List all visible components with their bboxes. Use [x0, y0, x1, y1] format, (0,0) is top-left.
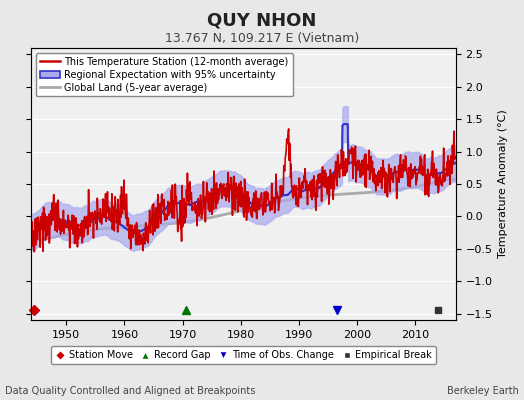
Text: Berkeley Earth: Berkeley Earth	[447, 386, 519, 396]
Y-axis label: Temperature Anomaly (°C): Temperature Anomaly (°C)	[498, 110, 508, 258]
Text: 13.767 N, 109.217 E (Vietnam): 13.767 N, 109.217 E (Vietnam)	[165, 32, 359, 45]
Text: QUY NHON: QUY NHON	[208, 12, 316, 30]
Legend: Station Move, Record Gap, Time of Obs. Change, Empirical Break: Station Move, Record Gap, Time of Obs. C…	[51, 346, 436, 364]
Text: Data Quality Controlled and Aligned at Breakpoints: Data Quality Controlled and Aligned at B…	[5, 386, 256, 396]
